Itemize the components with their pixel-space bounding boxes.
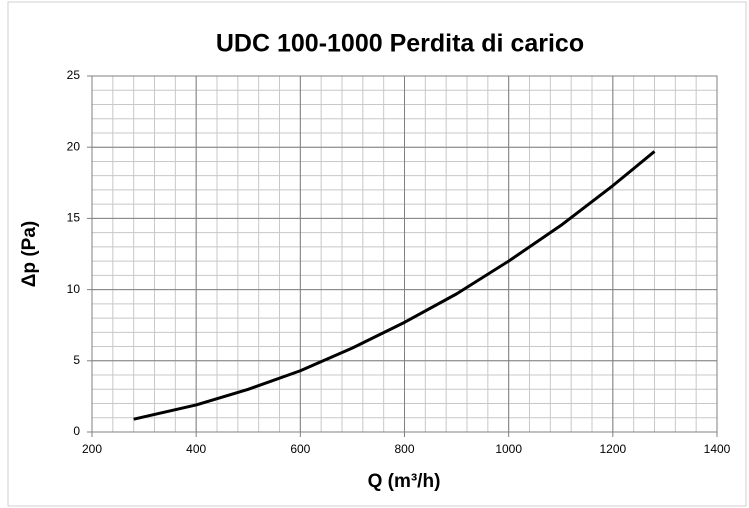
- y-tick-label: 15: [67, 211, 81, 225]
- y-axis-label: Δp (Pa): [19, 221, 40, 287]
- y-tick-label: 10: [67, 282, 81, 296]
- x-axis-label: Q (m³/h): [368, 471, 441, 492]
- data-line: [133, 150, 656, 421]
- plot-border: [91, 75, 718, 433]
- y-tick-label: 5: [73, 353, 80, 367]
- x-tick-label: 800: [394, 442, 414, 456]
- x-tick-label: 1200: [599, 442, 626, 456]
- x-tick-label: 400: [186, 442, 206, 456]
- chart-title: UDC 100-1000 Perdita di carico: [216, 30, 584, 58]
- y-tick-label: 20: [67, 139, 81, 153]
- x-tick-label: 200: [82, 442, 102, 456]
- y-tick-label: 25: [67, 68, 81, 82]
- x-tick-label: 1000: [495, 442, 522, 456]
- y-tick-label: 0: [73, 424, 80, 438]
- x-tick-label: 1400: [704, 442, 731, 456]
- x-tick-label: 600: [290, 442, 310, 456]
- chart-frame: [7, 1, 747, 507]
